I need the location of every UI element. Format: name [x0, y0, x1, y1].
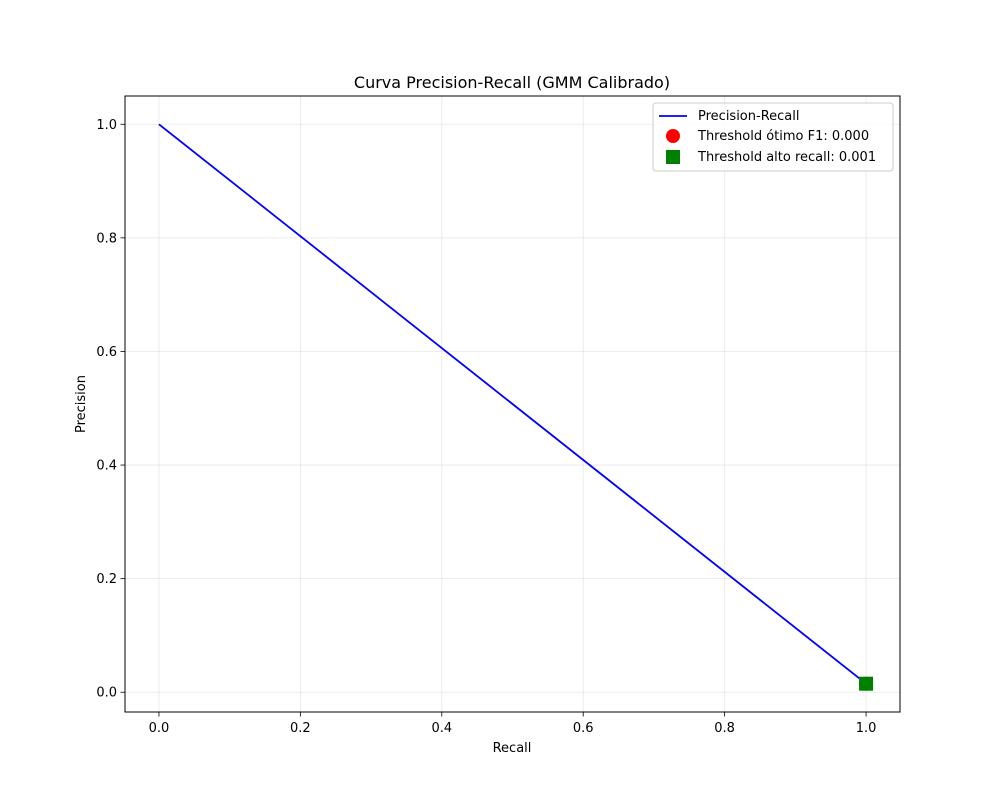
legend-square-swatch: [666, 150, 680, 164]
chart-title: Curva Precision-Recall (GMM Calibrado): [354, 73, 670, 92]
x-tick-label: 0.8: [714, 721, 735, 736]
x-tick-label: 1.0: [856, 721, 877, 736]
y-axis-label: Precision: [74, 375, 89, 433]
high-recall-threshold-point: [859, 676, 874, 691]
x-axis-label: Recall: [493, 741, 532, 756]
plot-area-frame: [124, 95, 901, 713]
x-tick-label: 0.2: [290, 721, 311, 736]
legend-label-precision-recall: Precision-Recall: [698, 109, 799, 124]
data-series: [158, 123, 867, 685]
y-tick-label: 0.0: [96, 686, 117, 701]
x-tick-label: 0.4: [431, 721, 452, 736]
legend-circle-swatch: [666, 129, 680, 143]
y-tick-label: 1.0: [96, 118, 117, 133]
legend-box: [652, 102, 894, 172]
y-tick-label: 0.8: [96, 231, 117, 246]
y-tick-label: 0.6: [96, 345, 117, 360]
threshold-markers: [859, 676, 874, 691]
precision-recall-line: [158, 123, 867, 685]
x-tick-label: 0.0: [149, 721, 170, 736]
axis-ticks: 0.0 0.2 0.4 0.6 0.8 1.0 0.0 0.2 0.4 0.6 0.8 1.0: [96, 118, 876, 736]
grid-lines: [125, 96, 900, 712]
legend-label-high-recall-threshold: Threshold alto recall: 0.001: [697, 150, 876, 165]
chart-legend: Precision-Recall Threshold ótimo F1: 0.0…: [652, 102, 894, 172]
legend-label-optimal-threshold: Threshold ótimo F1: 0.000: [697, 129, 869, 144]
y-tick-label: 0.2: [96, 572, 117, 587]
x-tick-label: 0.6: [573, 721, 594, 736]
y-tick-label: 0.4: [96, 459, 117, 474]
